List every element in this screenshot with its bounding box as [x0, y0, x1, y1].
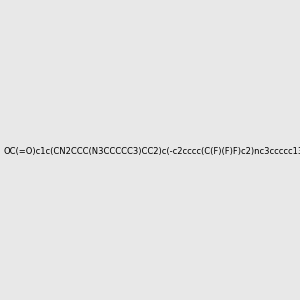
Text: OC(=O)c1c(CN2CCC(N3CCCCC3)CC2)c(-c2cccc(C(F)(F)F)c2)nc3ccccc13: OC(=O)c1c(CN2CCC(N3CCCCC3)CC2)c(-c2cccc(… [4, 147, 300, 156]
